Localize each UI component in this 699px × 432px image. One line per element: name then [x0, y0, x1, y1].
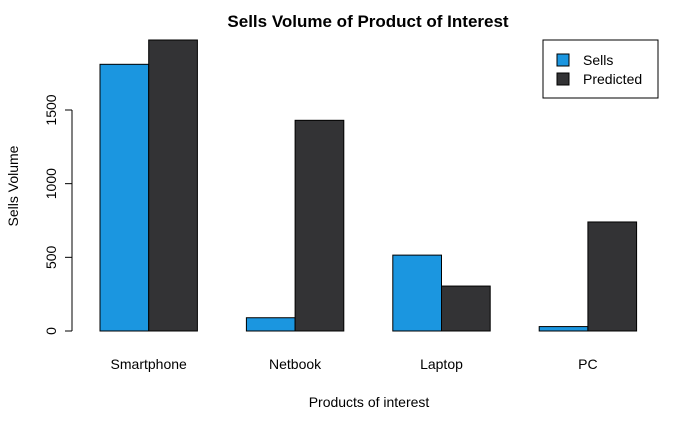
bar-predicted-netbook	[294, 119, 345, 332]
bar-predicted-smartphone	[148, 39, 198, 332]
bar-sells-pc	[538, 326, 589, 332]
y-axis-ticks: 0 500 1000 1500	[43, 94, 72, 335]
legend-label: Sells	[583, 52, 613, 68]
x-axis-category-labels: Smartphone Netbook Laptop PC	[111, 356, 598, 372]
bar-predicted-laptop	[441, 285, 491, 332]
y-tick-label: 1500	[43, 94, 59, 125]
y-tick-label: 0	[43, 327, 59, 335]
x-tick-label: PC	[578, 356, 597, 372]
legend-swatch	[556, 53, 570, 67]
y-tick-label: 500	[43, 245, 59, 269]
bars-group	[99, 39, 638, 332]
bar-sells-netbook	[245, 317, 296, 332]
legend-swatch	[556, 72, 570, 86]
x-tick-label: Netbook	[269, 356, 322, 372]
bar-sells-smartphone	[99, 63, 150, 332]
bar-sells-laptop	[392, 254, 442, 332]
bar-predicted-pc	[587, 221, 638, 332]
x-tick-label: Smartphone	[111, 356, 187, 372]
y-axis-label: Sells Volume	[5, 145, 21, 226]
legend-label: Predicted	[583, 71, 642, 87]
legend-box	[542, 39, 659, 99]
chart-title: Sells Volume of Product of Interest	[227, 12, 509, 31]
legend: Sells Predicted	[542, 39, 659, 99]
x-tick-label: Laptop	[420, 356, 463, 372]
x-axis-label: Products of interest	[309, 394, 430, 410]
y-tick-label: 1000	[43, 168, 59, 199]
